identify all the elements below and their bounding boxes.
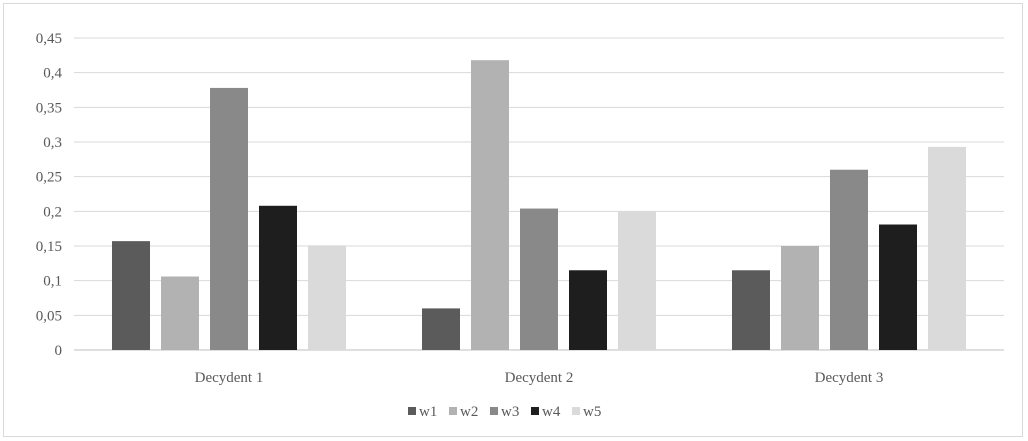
- y-tick-label: 0,35: [36, 100, 62, 116]
- legend-label-w4: w4: [542, 404, 561, 420]
- bar-chart: 0 0,05 0,1 0,15 0,2 0,25 0,3 0,35 0,4 0,45 Decyde…: [36, 31, 1004, 420]
- legend-swatch-w4: [531, 407, 539, 415]
- x-category-label: Decydent 3: [815, 370, 884, 386]
- legend-label-w1: w1: [419, 404, 437, 420]
- bar-w1-2: [422, 308, 460, 350]
- legend-swatch-w5: [572, 407, 580, 415]
- bar-w5-2: [618, 211, 656, 350]
- bar-w3-3: [830, 169, 868, 350]
- legend-label-w2: w2: [460, 404, 478, 420]
- bar-w2-3: [781, 246, 819, 350]
- chart-container: 0 0,05 0,1 0,15 0,2 0,25 0,3 0,35 0,4 0,45 Decyde…: [3, 3, 1023, 437]
- y-tick-label: 0,25: [36, 170, 62, 186]
- legend-label-w3: w3: [501, 404, 519, 420]
- y-tick-label: 0,1: [43, 274, 62, 290]
- bar-w1-1: [112, 241, 150, 350]
- y-tick-label: 0,4: [43, 66, 62, 82]
- x-category-label: Decydent 1: [195, 370, 264, 386]
- y-tick-label: 0,05: [36, 308, 62, 324]
- bar-w4-3: [879, 224, 917, 350]
- y-axis-tick-labels: 0 0,05 0,1 0,15 0,2 0,25 0,3 0,35 0,4 0,45: [36, 31, 63, 359]
- y-tick-label: 0,15: [36, 239, 62, 255]
- x-category-label: Decydent 2: [505, 370, 574, 386]
- legend: w1 w2 w3 w4 w5: [408, 404, 601, 420]
- bar-w5-1: [308, 245, 346, 350]
- y-tick-label: 0: [55, 343, 63, 359]
- legend-swatch-w2: [449, 407, 457, 415]
- bar-w4-1: [259, 205, 297, 350]
- legend-swatch-w1: [408, 407, 416, 415]
- legend-swatch-w3: [490, 407, 498, 415]
- bar-w2-1: [161, 276, 199, 350]
- y-tick-label: 0,45: [36, 31, 62, 47]
- bar-w5-3: [928, 146, 966, 350]
- y-tick-label: 0,2: [43, 204, 62, 220]
- bar-w4-2: [569, 270, 607, 350]
- bar-w3-1: [210, 87, 248, 351]
- y-tick-label: 0,3: [43, 135, 62, 151]
- bar-w3-2: [520, 208, 558, 350]
- bar-w2-2: [471, 60, 509, 350]
- bars: [112, 60, 966, 351]
- legend-label-w5: w5: [583, 404, 601, 420]
- bar-w1-3: [732, 270, 770, 350]
- x-axis-category-labels: Decydent 1 Decydent 2 Decydent 3: [195, 370, 884, 386]
